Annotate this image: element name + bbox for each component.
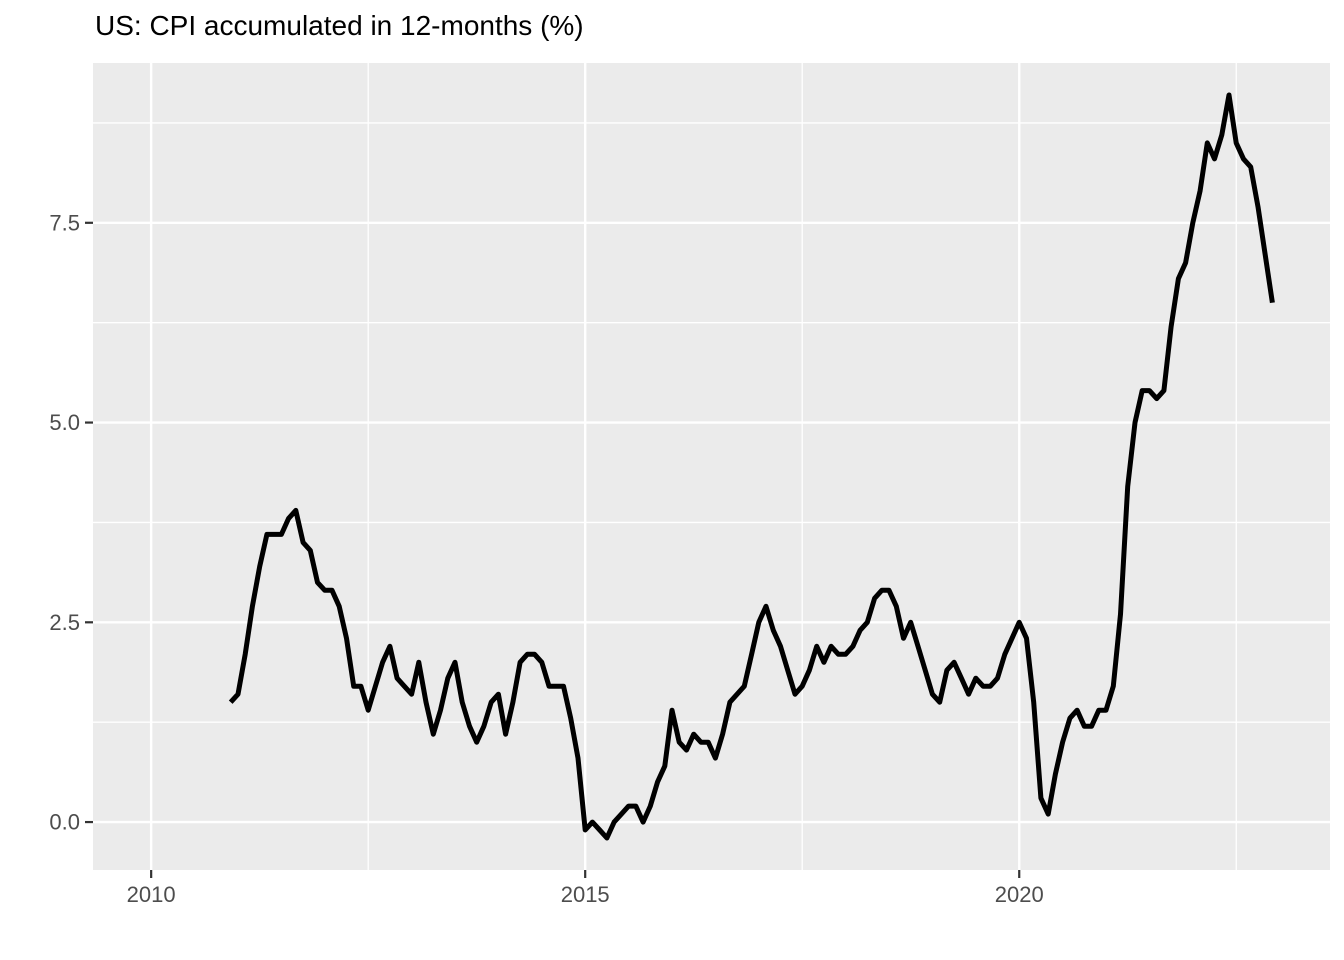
y-tick-label: 7.5 — [49, 210, 80, 235]
chart-title: US: CPI accumulated in 12-months (%) — [95, 10, 584, 41]
x-tick-label: 2010 — [127, 882, 176, 907]
y-tick-label: 2.5 — [49, 610, 80, 635]
y-tick-label: 5.0 — [49, 410, 80, 435]
y-tick-label: 0.0 — [49, 810, 80, 835]
cpi-line — [228, 92, 1275, 841]
x-tick-label: 2020 — [995, 882, 1044, 907]
x-tick-label: 2015 — [561, 882, 610, 907]
plot-panel — [93, 63, 1330, 870]
